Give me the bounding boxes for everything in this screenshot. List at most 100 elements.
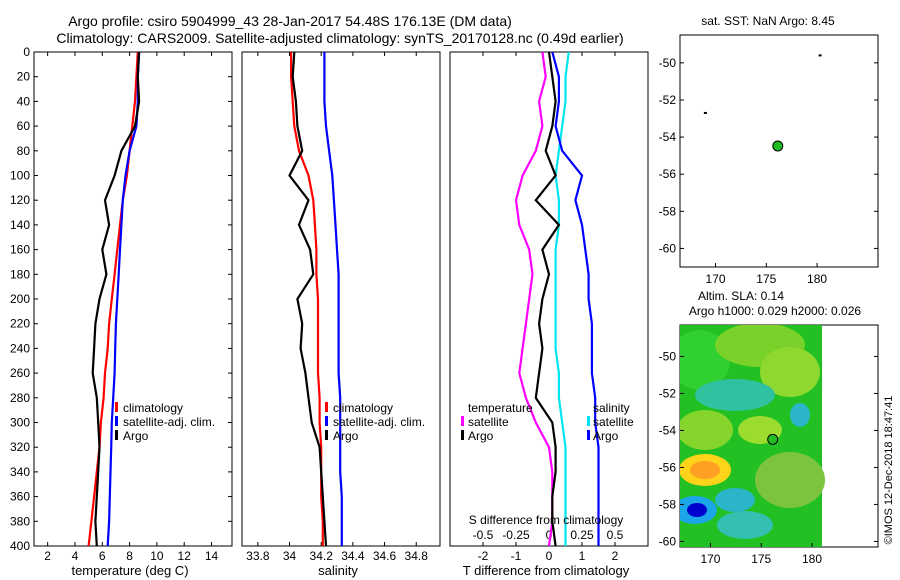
land-fragment [818, 54, 822, 57]
depth-tick-label: 80 [17, 144, 31, 158]
depth-tick-label: 280 [10, 391, 30, 405]
x-tick-label: 2 [612, 549, 619, 563]
map-lon-label: 175 [751, 552, 771, 566]
depth-tick-label: 160 [10, 243, 30, 257]
title-line-1: Argo profile: csiro 5904999_43 28-Jan-20… [68, 13, 512, 29]
map-lat-label: -56 [659, 460, 677, 474]
map-lat-label: -52 [659, 93, 677, 107]
depth-tick-label: 120 [10, 193, 30, 207]
x-tick-label: 34.8 [405, 549, 429, 563]
legend-swatch-climatology [115, 402, 118, 412]
title-line-2: Climatology: CARS2009. Satellite-adjuste… [56, 30, 623, 46]
legend-swatch-argo [115, 430, 118, 440]
legend-swatch-s-satellite [587, 416, 590, 426]
sla-patch [695, 379, 775, 411]
depth-tick-label: 40 [17, 94, 31, 108]
x-tick-label: 34.2 [310, 549, 334, 563]
legend-climatology: climatology [333, 401, 393, 415]
difference-legend-salinity: salinity satellite Argo [587, 401, 634, 443]
difference-x-axis: -2 -1 0 1 2 -0.5 -0.25 0 0.25 0.5 [473, 52, 624, 563]
series-line-t-satellite [514, 52, 554, 546]
sla-map-panel: Altim. SLA: 0.14 Argo h1000: 0.029 h2000… [659, 289, 879, 566]
sla-patch [715, 488, 755, 512]
x-tick-label: 33.8 [246, 549, 270, 563]
sla-patch [690, 461, 720, 479]
t-difference-label: T difference from climatology [463, 563, 630, 578]
map-lon-label: 175 [756, 272, 776, 286]
x-tick-label: 12 [178, 549, 192, 563]
x-tick-label: 14 [205, 549, 219, 563]
temperature-panel: 0204060801001201401601802002202402602803… [10, 45, 648, 578]
legend-swatch-satellite [115, 416, 118, 426]
profile-location-marker [767, 433, 779, 445]
legend-t-argo: Argo [468, 429, 494, 443]
sla-patch [760, 347, 820, 397]
map-lat-label: -54 [659, 130, 677, 144]
map-lat-label: -58 [659, 204, 677, 218]
legend-s-argo: Argo [593, 429, 619, 443]
depth-tick-label: 0 [23, 45, 30, 59]
legend-swatch-argo [325, 430, 328, 440]
legend-t-satellite: satellite [468, 415, 509, 429]
sst-map-marks [703, 54, 822, 152]
map-lat-label: -60 [659, 241, 677, 255]
depth-tick-label: 180 [10, 267, 30, 281]
legend-s-satellite: satellite [593, 415, 634, 429]
timestamp-watermark: ©IMOS 12-Dec-2018 18:47:41 [883, 396, 895, 545]
depth-tick-label: 320 [10, 440, 30, 454]
depth-tick-label: 100 [10, 169, 30, 183]
sla-patch [687, 503, 707, 517]
map-lon-label: 180 [807, 272, 827, 286]
top-tick-label: 0 [546, 528, 553, 542]
depth-tick-label: 140 [10, 218, 30, 232]
x-tick-label: 4 [72, 549, 79, 563]
depth-tick-label: 400 [10, 539, 30, 553]
sla-map-title: Altim. SLA: 0.14 [698, 289, 784, 303]
depth-tick-label: 380 [10, 514, 30, 528]
legend-argo: Argo [123, 429, 149, 443]
depth-tick-label: 340 [10, 465, 30, 479]
temperature-x-label: temperature (deg C) [71, 563, 188, 578]
x-tick-label: 34.6 [373, 549, 397, 563]
map-lat-label: -60 [659, 534, 677, 548]
legend-satellite: satellite-adj. clim. [333, 415, 425, 429]
series-line-argo [288, 52, 328, 546]
sst-map-axes: 170 175 180 -50 -52 -54 -56 -58 -60 [659, 56, 878, 286]
series-line-t-argo [534, 52, 561, 546]
depth-tick-label: 360 [10, 490, 30, 504]
legend-swatch-t-satellite [461, 416, 464, 426]
map-lon-label: 180 [802, 552, 822, 566]
series-line-satellite-adj-clim- [323, 52, 343, 546]
sst-map-panel: sat. SST: NaN Argo: 8.45 170 175 180 -50 -52… [659, 14, 879, 286]
map-lat-label: -56 [659, 167, 677, 181]
salinity-x-label: salinity [318, 563, 358, 578]
salinity-x-axis: 33.8 34 34.2 34.4 34.6 34.8 [246, 52, 428, 563]
difference-axes-frame [449, 51, 649, 547]
difference-legend-temperature: temperature satellite Argo [461, 401, 533, 443]
difference-series [514, 52, 600, 546]
x-tick-label: 2 [44, 549, 51, 563]
top-tick-label: 0.25 [570, 528, 594, 542]
temperature-x-axis: 2 4 6 8 10 12 14 [44, 52, 219, 563]
salinity-legend: climatology satellite-adj. clim. Argo [325, 401, 425, 443]
map-lon-label: 170 [700, 552, 720, 566]
depth-tick-label: 20 [17, 70, 31, 84]
temperature-legend: climatology satellite-adj. clim. Argo [115, 401, 215, 443]
map-lat-label: -50 [659, 349, 677, 363]
map-lat-label: -54 [659, 423, 677, 437]
series-line-satellite-adj-clim- [106, 52, 141, 546]
sla-patch [717, 511, 773, 539]
legend-argo: Argo [333, 429, 359, 443]
map-lon-label: 170 [706, 272, 726, 286]
salinity-series [288, 52, 343, 546]
depth-tick-label: 260 [10, 366, 30, 380]
legend-salinity-title: salinity [593, 401, 630, 415]
legend-swatch-satellite [325, 416, 328, 426]
x-tick-label: -2 [478, 549, 489, 563]
sla-map-axes: 170 175 180 -50 -52 -54 -56 -58 -60 [659, 349, 878, 566]
legend-swatch-s-argo [587, 430, 590, 440]
sst-map-title: sat. SST: NaN Argo: 8.45 [701, 14, 835, 28]
legend-temperature-title: temperature [468, 401, 533, 415]
top-tick-label: -0.25 [502, 528, 530, 542]
